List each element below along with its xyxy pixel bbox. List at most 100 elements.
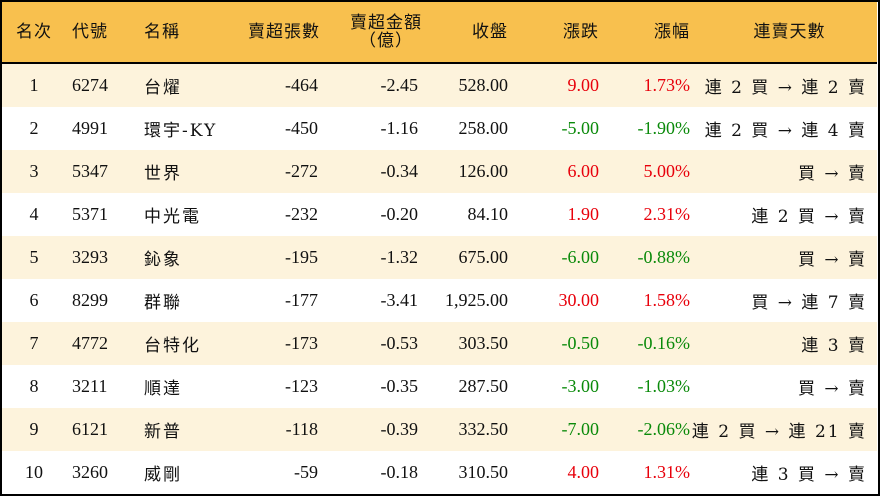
header-net-sell-lots: 賣超張數 [248,22,320,42]
name-cell: 威剛 [144,465,182,485]
rank-cell: 1 [29,75,39,95]
net-sell-amount-cell: -3.41 [380,290,419,310]
name-cell: 台特化 [144,336,201,356]
rank-cell: 6 [29,290,39,310]
header-name: 名稱 [144,22,180,42]
net-sell-lots-cell: -195 [285,247,318,267]
change-pct-cell: -1.03% [637,376,691,396]
close-price-cell: 287.50 [458,376,509,396]
name-cell: 中光電 [144,207,201,227]
change-cell: -6.00 [561,247,600,267]
sell-streak-cell: 買 → 連 7 賣 [751,293,867,313]
net-sell-lots-cell: -59 [294,462,318,482]
name-cell: 鈊象 [144,250,182,270]
change-pct-cell: 5.00% [643,161,691,181]
code-cell: 3293 [72,247,108,267]
sell-streak-cell: 連 2 買 → 連 2 賣 [704,78,867,98]
code-cell: 5371 [72,204,108,224]
net-sell-amount-cell: -2.45 [380,75,419,95]
change-cell: 30.00 [558,290,600,310]
change-pct-cell: -0.16% [637,333,691,353]
code-cell: 3260 [72,462,108,482]
name-cell: 世界 [144,164,182,184]
net-sell-lots-cell: -272 [285,161,318,181]
table-row[interactable]: 1 6274 台燿 -464 -2.45 528.00 9.00 1.73% 連… [2,64,877,107]
sell-streak-cell: 連 2 買 → 連 4 賣 [704,121,867,141]
change-cell: -7.00 [561,419,600,439]
change-cell: 1.90 [567,204,600,224]
net-sell-lots-cell: -123 [285,376,318,396]
close-price-cell: 303.50 [458,333,509,353]
code-cell: 6274 [72,75,108,95]
sell-streak-cell: 買 → 賣 [797,379,867,399]
code-cell: 3211 [72,376,108,396]
header-net-sell-amount: 賣超金額 （億） [322,2,422,62]
header-net-sell-amount-line2: （億） [359,31,413,51]
sell-streak-cell: 買 → 賣 [797,250,867,270]
change-pct-cell: -2.06% [637,419,691,439]
close-price-cell: 258.00 [458,118,509,138]
table-row[interactable]: 10 3260 威剛 -59 -0.18 310.50 4.00 1.31% 連… [2,451,877,494]
table-row[interactable]: 2 4991 環宇-KY -450 -1.16 258.00 -5.00 -1.… [2,107,877,150]
header-close: 收盤 [472,22,508,42]
change-pct-cell: -1.90% [637,118,691,138]
close-price-cell: 126.00 [458,161,509,181]
table-row[interactable]: 3 5347 世界 -272 -0.34 126.00 6.00 5.00% 買… [2,150,877,193]
net-sell-lots-cell: -232 [285,204,318,224]
rank-cell: 2 [29,118,39,138]
close-price-cell: 528.00 [458,75,509,95]
change-cell: -5.00 [561,118,600,138]
change-cell: -3.00 [561,376,600,396]
code-cell: 5347 [72,161,108,181]
sell-streak-cell: 連 3 買 → 賣 [751,465,867,485]
table-row[interactable]: 5 3293 鈊象 -195 -1.32 675.00 -6.00 -0.88%… [2,236,877,279]
rank-cell: 4 [29,204,39,224]
change-cell: 6.00 [567,161,600,181]
table-body: 1 6274 台燿 -464 -2.45 528.00 9.00 1.73% 連… [2,64,877,494]
net-sell-amount-cell: -0.18 [380,462,419,482]
change-cell: 4.00 [567,462,600,482]
table-row[interactable]: 7 4772 台特化 -173 -0.53 303.50 -0.50 -0.16… [2,322,877,365]
sell-streak-cell: 連 3 賣 [801,336,867,356]
change-pct-cell: -0.88% [637,247,691,267]
header-net-sell-amount-line1: 賣超金額 [350,13,422,33]
code-cell: 8299 [72,290,108,310]
net-sell-amount-cell: -0.53 [380,333,419,353]
code-cell: 6121 [72,419,108,439]
net-sell-lots-cell: -177 [285,290,318,310]
table-row[interactable]: 6 8299 群聯 -177 -3.41 1,925.00 30.00 1.58… [2,279,877,322]
name-cell: 群聯 [144,293,182,313]
table-row[interactable]: 9 6121 新普 -118 -0.39 332.50 -7.00 -2.06%… [2,408,877,451]
table-row[interactable]: 4 5371 中光電 -232 -0.20 84.10 1.90 2.31% 連… [2,193,877,236]
net-sell-amount-cell: -0.39 [380,419,419,439]
rank-cell: 9 [29,419,39,439]
code-cell: 4772 [72,333,108,353]
name-cell: 台燿 [144,78,182,98]
net-sell-amount-cell: -0.34 [380,161,419,181]
header-change: 漲跌 [563,22,599,42]
change-pct-cell: 1.58% [643,290,691,310]
rank-cell: 8 [29,376,39,396]
close-price-cell: 332.50 [458,419,509,439]
net-sell-lots-cell: -173 [285,333,318,353]
name-cell: 環宇-KY [144,121,218,141]
close-price-cell: 1,925.00 [445,290,508,310]
header-sell-streak: 連賣天數 [753,22,826,42]
rank-cell: 5 [29,247,39,267]
change-cell: 9.00 [567,75,600,95]
rank-cell: 7 [29,333,39,353]
rank-cell: 10 [25,462,43,482]
sell-streak-cell: 買 → 賣 [797,164,867,184]
sell-streak-cell: 連 2 買 → 賣 [751,207,867,227]
change-pct-cell: 1.73% [643,75,691,95]
header-rank: 名次 [16,22,52,42]
name-cell: 新普 [144,422,182,442]
close-price-cell: 675.00 [458,247,509,267]
change-cell: -0.50 [561,333,600,353]
sell-streak-cell: 連 2 買 → 連 21 賣 [691,422,867,442]
net-sell-amount-cell: -1.16 [380,118,419,138]
rank-cell: 3 [29,161,39,181]
change-pct-cell: 2.31% [643,204,691,224]
table-row[interactable]: 8 3211 順達 -123 -0.35 287.50 -3.00 -1.03%… [2,365,877,408]
